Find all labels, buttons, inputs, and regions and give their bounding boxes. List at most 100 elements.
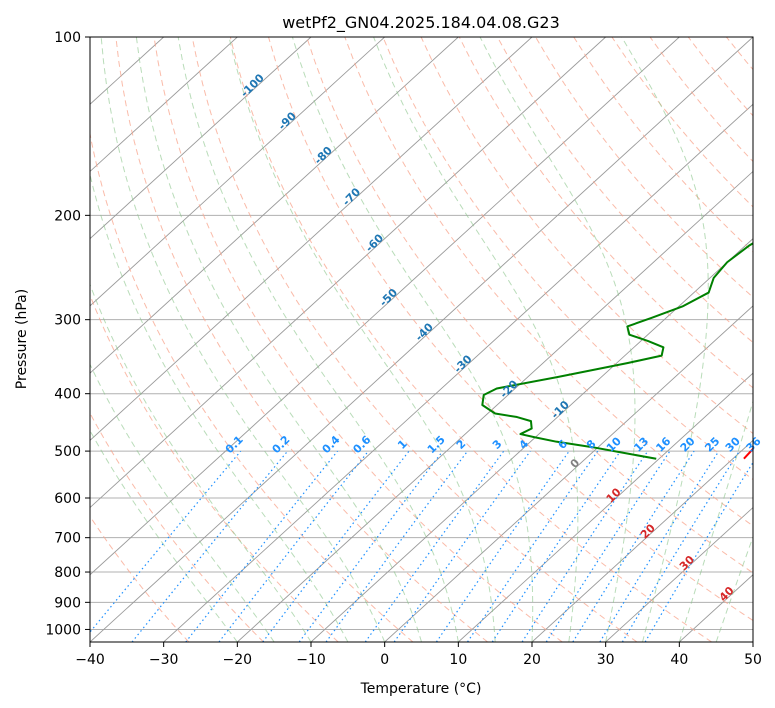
dewpoint-profile-line <box>481 242 753 460</box>
mixing-ratio-label: 8 <box>584 437 599 452</box>
dry-adiabat-line <box>611 37 753 208</box>
dry-adiabat-line <box>90 412 264 642</box>
mixing-ratio-label: 25 <box>702 435 722 455</box>
moist-adiabat-label: 40 <box>717 584 737 604</box>
y-tick-label: 700 <box>54 531 81 547</box>
mixing-ratio-line <box>90 450 242 634</box>
dry-adiabat-line <box>535 37 753 298</box>
mixing-ratio-line <box>621 450 740 642</box>
dry-adiabat-line <box>90 515 190 642</box>
dry-adiabat-line <box>306 37 753 574</box>
x-axis: −40 −30 −20 −10 0 10 20 30 40 50 <box>75 642 762 668</box>
y-tick-label: 900 <box>54 595 81 611</box>
x-tick-label: 20 <box>523 652 541 668</box>
isotherm-line <box>90 37 459 374</box>
mixing-ratio-label: 6 <box>555 437 570 452</box>
mixing-ratio-line <box>467 450 599 642</box>
mixing-ratio-line <box>393 450 531 642</box>
dry-adiabat-line <box>153 37 563 642</box>
dry-adiabat-line <box>90 131 414 642</box>
dry-adiabat-label: -90 <box>276 109 299 132</box>
mixing-ratio-line <box>298 450 444 642</box>
moist-adiabat-line <box>90 429 238 642</box>
moist-adiabat-line <box>228 37 496 642</box>
mixing-ratio-line <box>218 450 369 642</box>
x-tick-label: −10 <box>296 652 326 668</box>
dry-adiabat-label: -80 <box>312 144 335 167</box>
dry-adiabat-label: -60 <box>363 231 386 254</box>
y-tick-label: 300 <box>54 313 81 329</box>
mixing-ratio-line <box>521 450 649 642</box>
moist-adiabat-line <box>90 172 349 642</box>
isotherm-line <box>237 170 753 642</box>
mixing-ratio-label: 1 <box>395 437 410 452</box>
dry-adiabat-line <box>90 293 339 642</box>
y-tick-label: 400 <box>54 387 81 403</box>
moist-adiabat-line <box>678 399 753 642</box>
isotherm-line <box>605 506 753 642</box>
dry-adiabat-label: -70 <box>340 185 363 208</box>
dry-adiabat-label: -50 <box>377 286 400 309</box>
isotherm-line <box>531 439 753 642</box>
dry-adiabat-line <box>229 37 712 642</box>
moist-adiabat-line <box>90 283 312 642</box>
isotherm-line <box>458 372 753 642</box>
moist-adiabat-line <box>100 37 386 642</box>
mixing-ratio-line <box>262 450 410 642</box>
dry-adiabat-line <box>344 37 753 527</box>
isotherm-line <box>90 37 238 173</box>
mixing-ratio-line <box>572 450 695 642</box>
dry-adiabat-line <box>420 37 753 435</box>
moist-adiabat-line <box>291 37 534 642</box>
pressure-grid <box>90 36 753 630</box>
y-axis: 100 200 300 400 500 600 700 800 900 1000 <box>45 30 90 638</box>
y-tick-label: 800 <box>54 565 81 581</box>
isotherm-line <box>90 37 606 509</box>
y-tick-label: 600 <box>54 491 81 507</box>
isotherm-line <box>90 37 312 240</box>
isotherm-line <box>384 305 753 642</box>
mixing-ratio-label: 0.2 <box>270 433 293 456</box>
isotherm-line <box>752 641 753 642</box>
moist-adiabat-label: 10 <box>604 485 624 505</box>
dry-adiabat-line <box>765 37 775 642</box>
mixing-ratio-label: 0.4 <box>320 433 343 456</box>
isotherm-line <box>90 37 385 307</box>
isotherm-line <box>90 37 533 441</box>
dry-adiabat-line <box>649 37 753 163</box>
y-tick-label: 1000 <box>45 622 81 638</box>
moist-adiabat-line <box>90 363 275 642</box>
moist-adiabat-line <box>621 37 709 642</box>
mixing-ratio-line <box>491 450 621 642</box>
y-tick-label: 100 <box>54 30 81 46</box>
moist-adiabat-line <box>135 37 422 642</box>
x-tick-label: 30 <box>597 652 615 668</box>
moist-adiabat-line <box>479 37 636 642</box>
isotherm-line <box>163 103 753 642</box>
x-axis-title: Temperature (°C) <box>360 681 482 697</box>
x-tick-label: 50 <box>744 652 762 668</box>
dry-adiabat-line <box>191 37 638 642</box>
mixing-ratio-line <box>185 450 339 642</box>
y-axis-title: Pressure (hPa) <box>14 289 30 389</box>
dry-adiabat-label: -10 <box>549 398 572 421</box>
mixing-ratio-label: 4 <box>517 437 532 452</box>
mixing-ratio-label: 3 <box>490 437 505 452</box>
isotherm-line <box>90 37 680 576</box>
x-tick-label: −40 <box>75 652 105 668</box>
dry-adiabat-label: -100 <box>238 71 267 100</box>
moist-adiabat-label: 20 <box>638 521 658 541</box>
mixing-ratio-line <box>435 450 570 642</box>
y-tick-label: 500 <box>54 444 81 460</box>
dry-adiabat-line <box>497 37 753 344</box>
moist-adiabat-label: 30 <box>677 553 697 573</box>
dry-adiabat-line <box>687 37 753 117</box>
x-tick-label: −30 <box>149 652 179 668</box>
dry-adiabat-line <box>115 37 488 642</box>
dry-adiabat-line <box>268 37 753 622</box>
profile-lines <box>481 242 753 460</box>
dry-adiabat-label: -20 <box>497 377 520 400</box>
mixing-ratio-line <box>644 461 753 642</box>
x-tick-label: −20 <box>223 652 253 668</box>
y-tick-label: 200 <box>54 208 81 224</box>
